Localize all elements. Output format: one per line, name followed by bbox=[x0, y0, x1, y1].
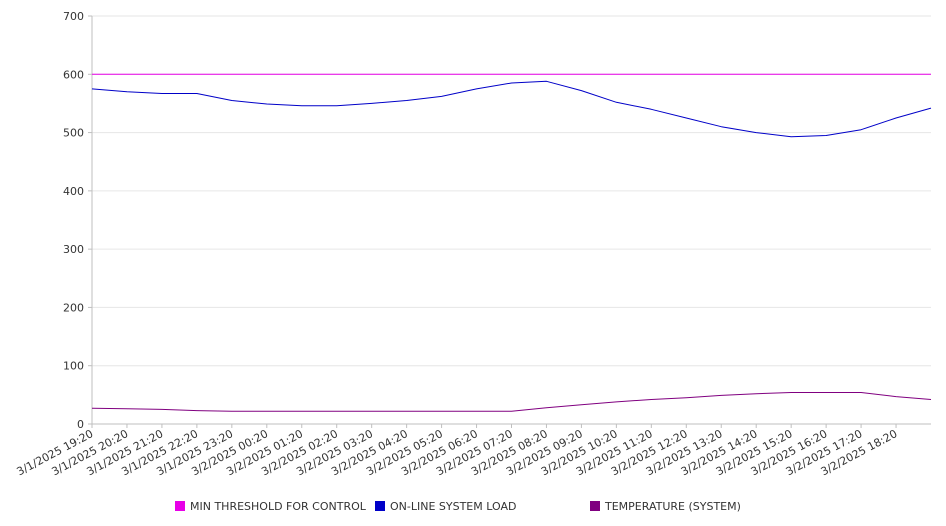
series-lines bbox=[91, 73, 932, 412]
y-tick-label: 700 bbox=[63, 10, 84, 23]
axes bbox=[88, 15, 931, 428]
y-tick-label: 100 bbox=[63, 360, 84, 373]
y-tick-label: 300 bbox=[63, 243, 84, 256]
legend-swatch-system-load bbox=[375, 501, 385, 511]
legend-item-system-load: ON-LINE SYSTEM LOAD bbox=[375, 500, 590, 513]
system-load-line bbox=[91, 80, 932, 138]
legend-item-temperature: TEMPERATURE (SYSTEM) bbox=[590, 500, 741, 513]
x-tick-labels: 3/1/2025 19:203/1/2025 20:203/1/2025 21:… bbox=[15, 427, 900, 478]
temperature-line bbox=[91, 392, 932, 412]
chart-legend: MIN THRESHOLD FOR CONTROL ON-LINE SYSTEM… bbox=[175, 498, 741, 514]
grid-lines bbox=[92, 15, 931, 367]
y-tick-label: 500 bbox=[63, 127, 84, 140]
y-tick-label: 200 bbox=[63, 301, 84, 314]
legend-label-system-load: ON-LINE SYSTEM LOAD bbox=[390, 499, 517, 513]
y-tick-labels: 0 100 200 300 400 500 600 700 bbox=[63, 10, 84, 431]
legend-swatch-temperature bbox=[590, 501, 600, 511]
y-tick-label: 600 bbox=[63, 68, 84, 81]
legend-label-threshold: MIN THRESHOLD FOR CONTROL bbox=[190, 499, 366, 513]
legend-item-threshold: MIN THRESHOLD FOR CONTROL bbox=[175, 500, 375, 513]
legend-swatch-threshold bbox=[175, 501, 185, 511]
legend-label-temperature: TEMPERATURE (SYSTEM) bbox=[605, 499, 741, 513]
y-tick-label: 0 bbox=[77, 418, 84, 431]
y-tick-label: 400 bbox=[63, 185, 84, 198]
